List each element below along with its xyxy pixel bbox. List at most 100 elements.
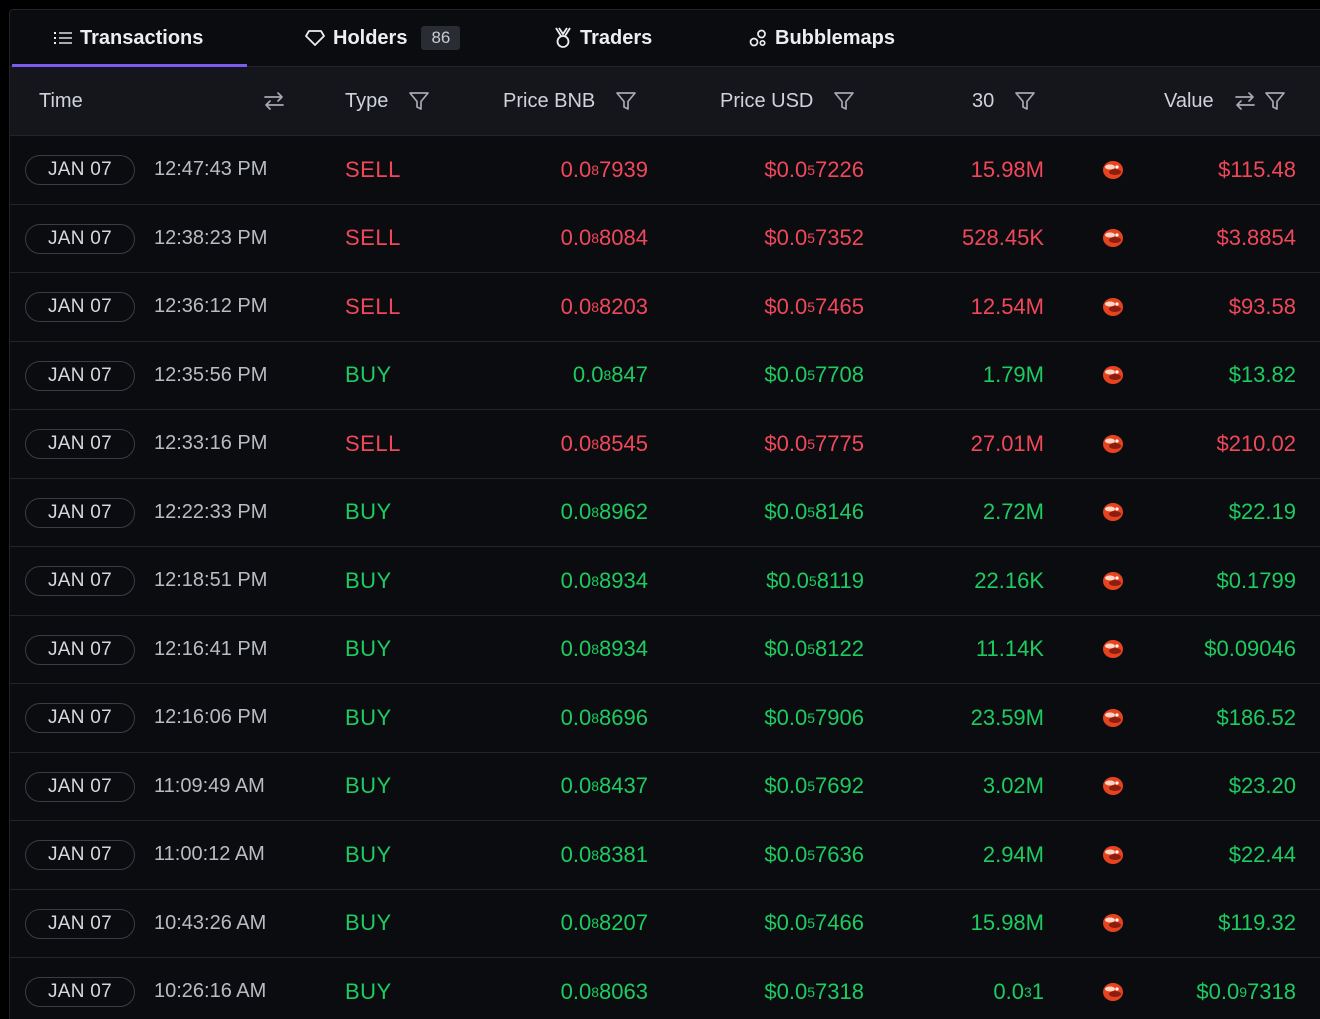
number-tail: 7226 xyxy=(815,156,864,182)
token-icon xyxy=(1101,273,1125,341)
filter-icon[interactable] xyxy=(408,90,430,112)
value-cell: $22.19 xyxy=(1228,499,1296,525)
swap-icon[interactable] xyxy=(263,67,285,135)
date-badge: JAN 07 xyxy=(25,429,135,459)
number-tail: 1 xyxy=(1031,978,1044,1004)
table-row[interactable]: JAN 07 11:09:49 AM BUY 0.0 8 8437 $0.0 5 7692 3.0… xyxy=(10,753,1320,821)
table-row[interactable]: JAN 07 10:26:16 AM BUY 0.0 8 8063 $0.0 5 7318 0.0… xyxy=(10,958,1320,1019)
table-row[interactable]: JAN 07 10:43:26 AM BUY 0.0 8 8207 $0.0 5 7466 15.… xyxy=(10,890,1320,958)
number-lead: 0.0 xyxy=(560,225,592,251)
number-tail: 7708 xyxy=(815,362,864,388)
amount-cell: 11.14K xyxy=(975,636,1044,662)
number-tail: 7352 xyxy=(815,225,864,251)
number-tail: 8122 xyxy=(815,636,864,662)
date-badge: JAN 07 xyxy=(25,703,135,733)
number-lead: 0.0 xyxy=(560,499,592,525)
type-cell: BUY xyxy=(345,499,392,525)
table-header: Time Type Price BNB Price USD 30 xyxy=(10,67,1320,136)
table-row[interactable]: JAN 07 12:47:43 PM SELL 0.0 8 7939 $0.0 5 7226 15… xyxy=(10,136,1320,205)
column-header-value: Value xyxy=(1164,67,1286,135)
amount-cell: 15.98M xyxy=(970,156,1044,182)
value-cell: $93.58 xyxy=(1228,293,1296,319)
table-row[interactable]: JAN 07 12:16:41 PM BUY 0.0 8 8934 $0.0 5 8122 11.… xyxy=(10,616,1320,684)
value-cell: $0.0 9 7318 xyxy=(1196,978,1296,1004)
token-icon xyxy=(1101,479,1125,547)
token-icon xyxy=(1101,205,1125,273)
table-row[interactable]: JAN 07 12:33:16 PM SELL 0.0 8 8545 $0.0 5 7775 27… xyxy=(10,410,1320,479)
number-tail: 8146 xyxy=(815,499,864,525)
time-cell: 12:36:12 PM xyxy=(154,295,268,318)
filter-icon[interactable] xyxy=(1014,90,1036,112)
value-cell: $186.52 xyxy=(1216,704,1296,730)
number-tail: 8203 xyxy=(599,293,648,319)
filter-icon[interactable] xyxy=(1264,90,1286,112)
diamond-icon xyxy=(305,30,325,46)
tab-label: Transactions xyxy=(80,26,204,49)
date-badge: JAN 07 xyxy=(25,840,135,870)
token-icon xyxy=(1101,958,1125,1019)
value-cell: $115.48 xyxy=(1218,156,1296,182)
amount-cell: 12.54M xyxy=(970,293,1044,319)
value-cell: $0.09046 xyxy=(1204,636,1296,662)
time-cell: 12:35:56 PM xyxy=(154,363,268,386)
filter-icon[interactable] xyxy=(833,90,855,112)
number-lead: $0.0 xyxy=(764,704,808,730)
number-lead: 0.0 xyxy=(560,636,592,662)
amount-cell: 1.79M xyxy=(982,362,1044,388)
time-cell: 12:16:41 PM xyxy=(154,637,268,660)
token-icon xyxy=(1101,684,1125,752)
price-bnb-cell: 0.0 8 8084 xyxy=(560,225,648,251)
number-lead: $0.0 xyxy=(764,910,808,936)
value-cell: $119.32 xyxy=(1218,910,1296,936)
table-row[interactable]: JAN 07 12:22:33 PM BUY 0.0 8 8962 $0.0 5 8146 2.7… xyxy=(10,479,1320,547)
date-badge: JAN 07 xyxy=(25,223,135,254)
tab-traders[interactable]: Traders xyxy=(554,10,652,66)
table-row[interactable]: JAN 07 12:35:56 PM BUY 0.0 8 847 $0.0 5 7708 1.79… xyxy=(10,342,1320,410)
price-usd-cell: $0.0 5 8146 xyxy=(764,499,864,525)
filter-icon[interactable] xyxy=(615,90,637,112)
type-cell: BUY xyxy=(345,910,392,936)
value-cell: $13.82 xyxy=(1228,362,1296,388)
type-cell: BUY xyxy=(345,567,392,593)
date-badge: JAN 07 xyxy=(25,292,135,322)
table-row[interactable]: JAN 07 12:38:23 PM SELL 0.0 8 8084 $0.0 5 7352 52… xyxy=(10,205,1320,273)
tab-holders[interactable]: Holders 86 xyxy=(305,10,461,66)
bubbles-icon xyxy=(749,29,766,47)
column-header-price-bnb: Price BNB xyxy=(503,67,637,135)
table-row[interactable]: JAN 07 12:18:51 PM BUY 0.0 8 8934 $0.0 5 8119 22.… xyxy=(10,547,1320,616)
value-cell: $210.02 xyxy=(1216,430,1296,456)
transactions-panel: Transactions Holders 86 Traders Bubblema… xyxy=(9,9,1320,1019)
type-cell: SELL xyxy=(345,156,401,182)
number-lead: 0.0 xyxy=(560,978,592,1004)
number-lead: $0.0 xyxy=(764,225,808,251)
price-bnb-cell: 0.0 8 8696 xyxy=(560,704,648,730)
swap-icon[interactable] xyxy=(1234,91,1256,111)
time-cell: 12:22:33 PM xyxy=(154,500,268,523)
token-icon xyxy=(1101,890,1125,958)
value-cell: $3.8854 xyxy=(1216,225,1296,251)
number-lead: $0.0 xyxy=(764,636,808,662)
type-cell: SELL xyxy=(345,225,401,251)
type-cell: BUY xyxy=(345,978,392,1004)
tab-transactions[interactable]: Transactions xyxy=(11,10,248,67)
number-lead: $0.0 xyxy=(764,499,808,525)
table-row[interactable]: JAN 07 12:16:06 PM BUY 0.0 8 8696 $0.0 5 7906 23.… xyxy=(10,684,1320,753)
number-tail: 847 xyxy=(611,362,648,388)
tab-bubblemaps[interactable]: Bubblemaps xyxy=(749,10,895,66)
number-tail: 8119 xyxy=(816,567,864,593)
time-cell: 12:47:43 PM xyxy=(154,158,268,181)
amount-cell: 2.94M xyxy=(982,841,1044,867)
number-lead: 0.0 xyxy=(572,362,604,388)
tab-bar: Transactions Holders 86 Traders Bubblema… xyxy=(10,10,1320,67)
table-row[interactable]: JAN 07 12:36:12 PM SELL 0.0 8 8203 $0.0 5 7465 12… xyxy=(10,273,1320,342)
amount-cell: 2.72M xyxy=(982,499,1044,525)
price-usd-cell: $0.0 5 7465 xyxy=(764,293,864,319)
number-lead: 0.0 xyxy=(560,567,592,593)
column-header-type: Type xyxy=(345,67,430,135)
amount-cell: 0.0 3 1 xyxy=(993,978,1044,1004)
number-lead: 0.0 xyxy=(560,704,592,730)
table-row[interactable]: JAN 07 11:00:12 AM BUY 0.0 8 8381 $0.0 5 7636 2.9… xyxy=(10,821,1320,890)
price-bnb-cell: 0.0 8 8207 xyxy=(560,910,648,936)
price-bnb-cell: 0.0 8 847 xyxy=(572,362,648,388)
token-icon xyxy=(1101,136,1125,204)
